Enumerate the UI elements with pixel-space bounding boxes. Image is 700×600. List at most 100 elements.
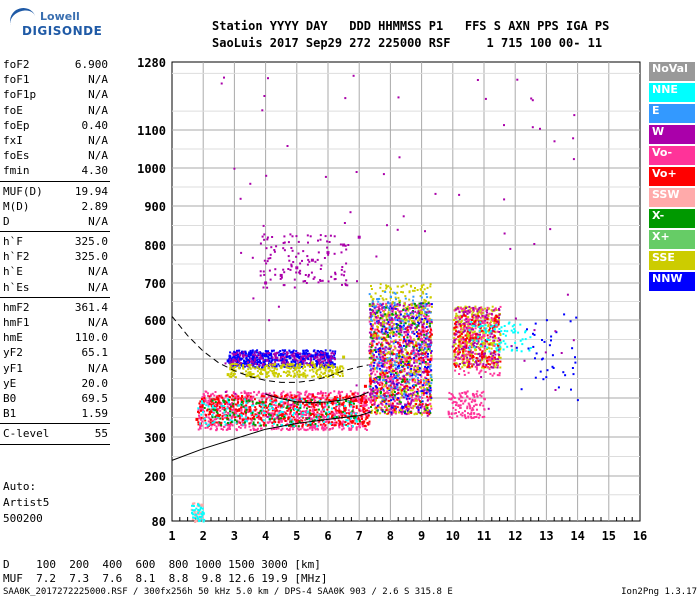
echo-dot xyxy=(399,386,402,389)
echo-dot xyxy=(210,393,213,396)
echo-dot xyxy=(405,339,408,342)
echo-dot xyxy=(224,403,227,405)
echo-dot xyxy=(385,322,388,325)
echo-dot xyxy=(242,412,245,415)
echo-dot xyxy=(331,415,334,418)
param-key: yE xyxy=(3,376,17,390)
echo-dot xyxy=(262,423,265,426)
echo-dot xyxy=(305,423,308,426)
echo-dot xyxy=(353,399,356,402)
echo-dot xyxy=(265,262,268,265)
echo-dot xyxy=(258,359,261,362)
echo-dot xyxy=(327,421,330,424)
echo-dot xyxy=(286,413,289,416)
echo-dot xyxy=(262,368,265,371)
echo-dot xyxy=(335,416,338,419)
echo-dot xyxy=(298,413,301,416)
echo-dot xyxy=(410,349,413,352)
echo-dot xyxy=(392,319,395,322)
echo-dot xyxy=(408,361,411,363)
echo-dot xyxy=(408,365,411,368)
x-tick-label: 5 xyxy=(293,529,300,543)
echo-dot xyxy=(210,398,213,401)
echo-dot xyxy=(294,418,297,421)
echo-dot xyxy=(279,359,282,362)
echo-dot xyxy=(322,426,325,429)
echo-dot xyxy=(427,332,430,335)
param-value: 65.1 xyxy=(81,346,109,360)
echo-dot xyxy=(380,359,383,362)
echo-dot xyxy=(273,250,276,253)
echo-dot xyxy=(290,394,293,397)
echo-dot xyxy=(326,417,329,420)
echo-dot xyxy=(420,353,423,356)
echo-dot xyxy=(351,410,354,413)
echo-dot xyxy=(335,412,338,415)
echo-dot xyxy=(410,367,413,370)
echo-dot xyxy=(200,424,203,427)
echo-dot xyxy=(301,373,303,376)
echo-dot xyxy=(412,383,415,386)
echo-dot xyxy=(281,406,284,409)
echo-dot xyxy=(395,393,398,395)
echo-dot xyxy=(380,402,383,405)
echo-dot xyxy=(341,365,344,368)
echo-dot xyxy=(428,397,431,400)
echo-dot xyxy=(338,411,341,414)
echo-dot xyxy=(382,360,385,363)
echo-dot xyxy=(404,334,407,337)
echo-dot xyxy=(375,315,378,318)
echo-dot xyxy=(397,403,400,406)
echo-dot xyxy=(315,372,318,375)
echo-dot xyxy=(264,404,267,407)
echo-dot xyxy=(421,346,424,349)
y-tick-label: 500 xyxy=(144,353,166,367)
echo-dot xyxy=(280,400,283,403)
echo-dot xyxy=(420,296,423,299)
param-value: N/A xyxy=(88,133,108,147)
echo-dot xyxy=(425,354,428,357)
echo-dot xyxy=(236,356,239,359)
echo-dot xyxy=(358,408,361,411)
echo-dot xyxy=(251,413,254,416)
echo-dot xyxy=(391,409,394,412)
echo-dot xyxy=(244,409,246,412)
echo-dot xyxy=(314,396,317,399)
echo-dot xyxy=(398,330,401,333)
echo-dot xyxy=(279,350,282,352)
echo-dot xyxy=(306,374,309,377)
echo-dot xyxy=(335,403,338,406)
echo-dot xyxy=(308,417,311,420)
echo-dot xyxy=(324,369,327,372)
echo-dot xyxy=(400,380,403,383)
echo-dot xyxy=(375,355,378,358)
echo-dot xyxy=(285,351,288,354)
echo-dot xyxy=(394,307,397,310)
auto-scaling-info: Auto: Artist5 500200 xyxy=(3,479,49,527)
echo-dot xyxy=(268,269,271,272)
echo-dot xyxy=(292,350,294,353)
echo-dot xyxy=(270,394,273,397)
echo-dot xyxy=(288,357,291,360)
echo-dot xyxy=(238,420,241,423)
echo-dot xyxy=(336,409,339,412)
echo-dot xyxy=(377,396,380,399)
echo-dot xyxy=(369,313,372,316)
echo-dot xyxy=(414,355,417,358)
echo-dot xyxy=(341,424,344,427)
echo-dot xyxy=(258,416,261,418)
echo-dot xyxy=(347,397,350,399)
echo-dot xyxy=(258,399,261,402)
echo-dot xyxy=(418,380,421,383)
echo-dot xyxy=(340,411,343,414)
echo-dot xyxy=(430,376,433,379)
echo-dot xyxy=(379,396,382,399)
echo-dot xyxy=(311,422,314,425)
echo-dot xyxy=(424,388,427,391)
echo-dot xyxy=(226,428,229,431)
echo-dot xyxy=(372,339,375,342)
echo-dot xyxy=(242,367,245,370)
echo-dot xyxy=(299,269,302,272)
echo-dot xyxy=(250,374,253,377)
echo-dot xyxy=(349,420,352,423)
